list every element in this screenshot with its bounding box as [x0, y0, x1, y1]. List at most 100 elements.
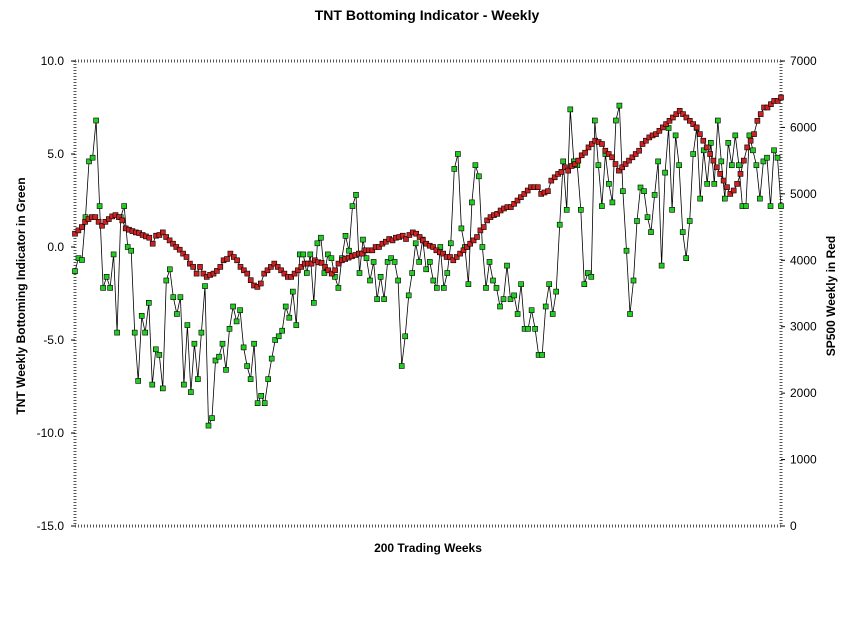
sp500-point [119, 217, 126, 224]
sp500-point [440, 250, 447, 257]
indicator-point [700, 147, 707, 154]
sp500-point [227, 250, 234, 257]
indicator-point [528, 307, 535, 314]
series-sp500 [72, 94, 784, 290]
sp500-point [710, 157, 717, 164]
sp500-point [183, 254, 190, 260]
sp500-point [616, 167, 622, 174]
indicator-point [353, 192, 359, 198]
indicator-point [247, 376, 254, 382]
sp500-point [666, 118, 673, 124]
indicator-point [89, 154, 96, 161]
indicator-point [212, 357, 219, 364]
indicator-point [767, 203, 774, 209]
sp500-point [298, 264, 305, 270]
indicator-point [318, 234, 324, 241]
indicator-point [599, 203, 605, 209]
sp500-point [602, 147, 609, 154]
indicator-point [447, 240, 454, 247]
sp500-point [703, 144, 710, 151]
sp500-point [254, 284, 261, 290]
sp500-point [518, 194, 524, 200]
indicator-point [546, 281, 553, 288]
sp500-point [575, 157, 582, 164]
indicator-point [367, 277, 373, 284]
indicator-point [142, 329, 148, 336]
sp500-point [551, 174, 558, 181]
indicator-point [289, 288, 296, 295]
indicator-point [774, 154, 781, 161]
sp500-point [149, 240, 156, 247]
sp500-point [734, 181, 740, 187]
indicator-point [100, 285, 106, 291]
indicator-point [644, 214, 651, 220]
indicator-point [588, 273, 595, 280]
indicator-point [388, 255, 394, 261]
sp500-point [335, 260, 342, 267]
sp500-point [713, 164, 720, 171]
indicator-point [542, 303, 549, 310]
indicator-point [497, 303, 503, 310]
sp500-point [95, 219, 102, 225]
indicator-point [556, 221, 563, 228]
indicator-point [282, 303, 289, 310]
indicator-point [195, 376, 201, 382]
indicator-point [655, 158, 661, 165]
indicator-point [760, 158, 767, 165]
sp500-point [673, 111, 680, 117]
sp500-point [264, 267, 271, 274]
sp500-point [474, 234, 480, 240]
indicator-point [332, 273, 338, 280]
indicator-point [110, 251, 117, 258]
indicator-point [114, 329, 120, 336]
indicator-point [595, 162, 602, 168]
indicator-point [627, 311, 633, 317]
sp500-point [420, 237, 426, 244]
sp500-point [403, 236, 409, 242]
indicator-point [486, 259, 493, 265]
indicator-point [458, 225, 465, 232]
indicator-point [226, 325, 233, 332]
indicator-point [93, 117, 99, 124]
sp500-point [612, 161, 619, 167]
indicator-point [718, 158, 725, 165]
indicator-point [409, 270, 416, 276]
indicator-point [219, 340, 226, 347]
sp500-point [359, 250, 365, 257]
sp500-point [768, 101, 774, 107]
sp500-point [268, 264, 274, 270]
sp500-point [166, 237, 173, 244]
indicator-point [620, 188, 626, 194]
indicator-point [398, 363, 405, 369]
indicator-point [293, 322, 300, 328]
sp500-point [670, 114, 676, 121]
indicator-point [342, 233, 349, 239]
sp500-point [460, 247, 467, 254]
sp500-point [484, 217, 490, 224]
indicator-point [771, 147, 777, 154]
indicator-point [440, 285, 447, 291]
left-y-tick-label: 0.0 [47, 240, 64, 254]
indicator-point [623, 247, 630, 254]
indicator-point [370, 259, 377, 265]
left-y-tick-label: 10.0 [41, 54, 65, 68]
sp500-point [271, 260, 278, 267]
indicator-point [721, 195, 728, 202]
sp500-point [588, 141, 595, 147]
sp500-point [643, 137, 649, 144]
sp500-point [180, 250, 186, 257]
sp500-point [217, 264, 224, 270]
indicator-point [384, 259, 391, 265]
indicator-point [743, 203, 749, 209]
sp500-point [160, 229, 166, 236]
indicator-point [205, 422, 212, 429]
indicator-point [325, 251, 331, 258]
sp500-point [116, 214, 122, 220]
sp500-point [545, 188, 551, 194]
indicator-point [86, 158, 92, 165]
sp500-point [754, 118, 761, 124]
indicator-point [507, 296, 514, 302]
right-y-ticks: 7000 6000 5000 4000 3000 2000 1000 0 [781, 54, 817, 533]
chart-title: TNT Bottoming Indicator - Weekly [315, 7, 540, 23]
indicator-point [553, 288, 560, 295]
